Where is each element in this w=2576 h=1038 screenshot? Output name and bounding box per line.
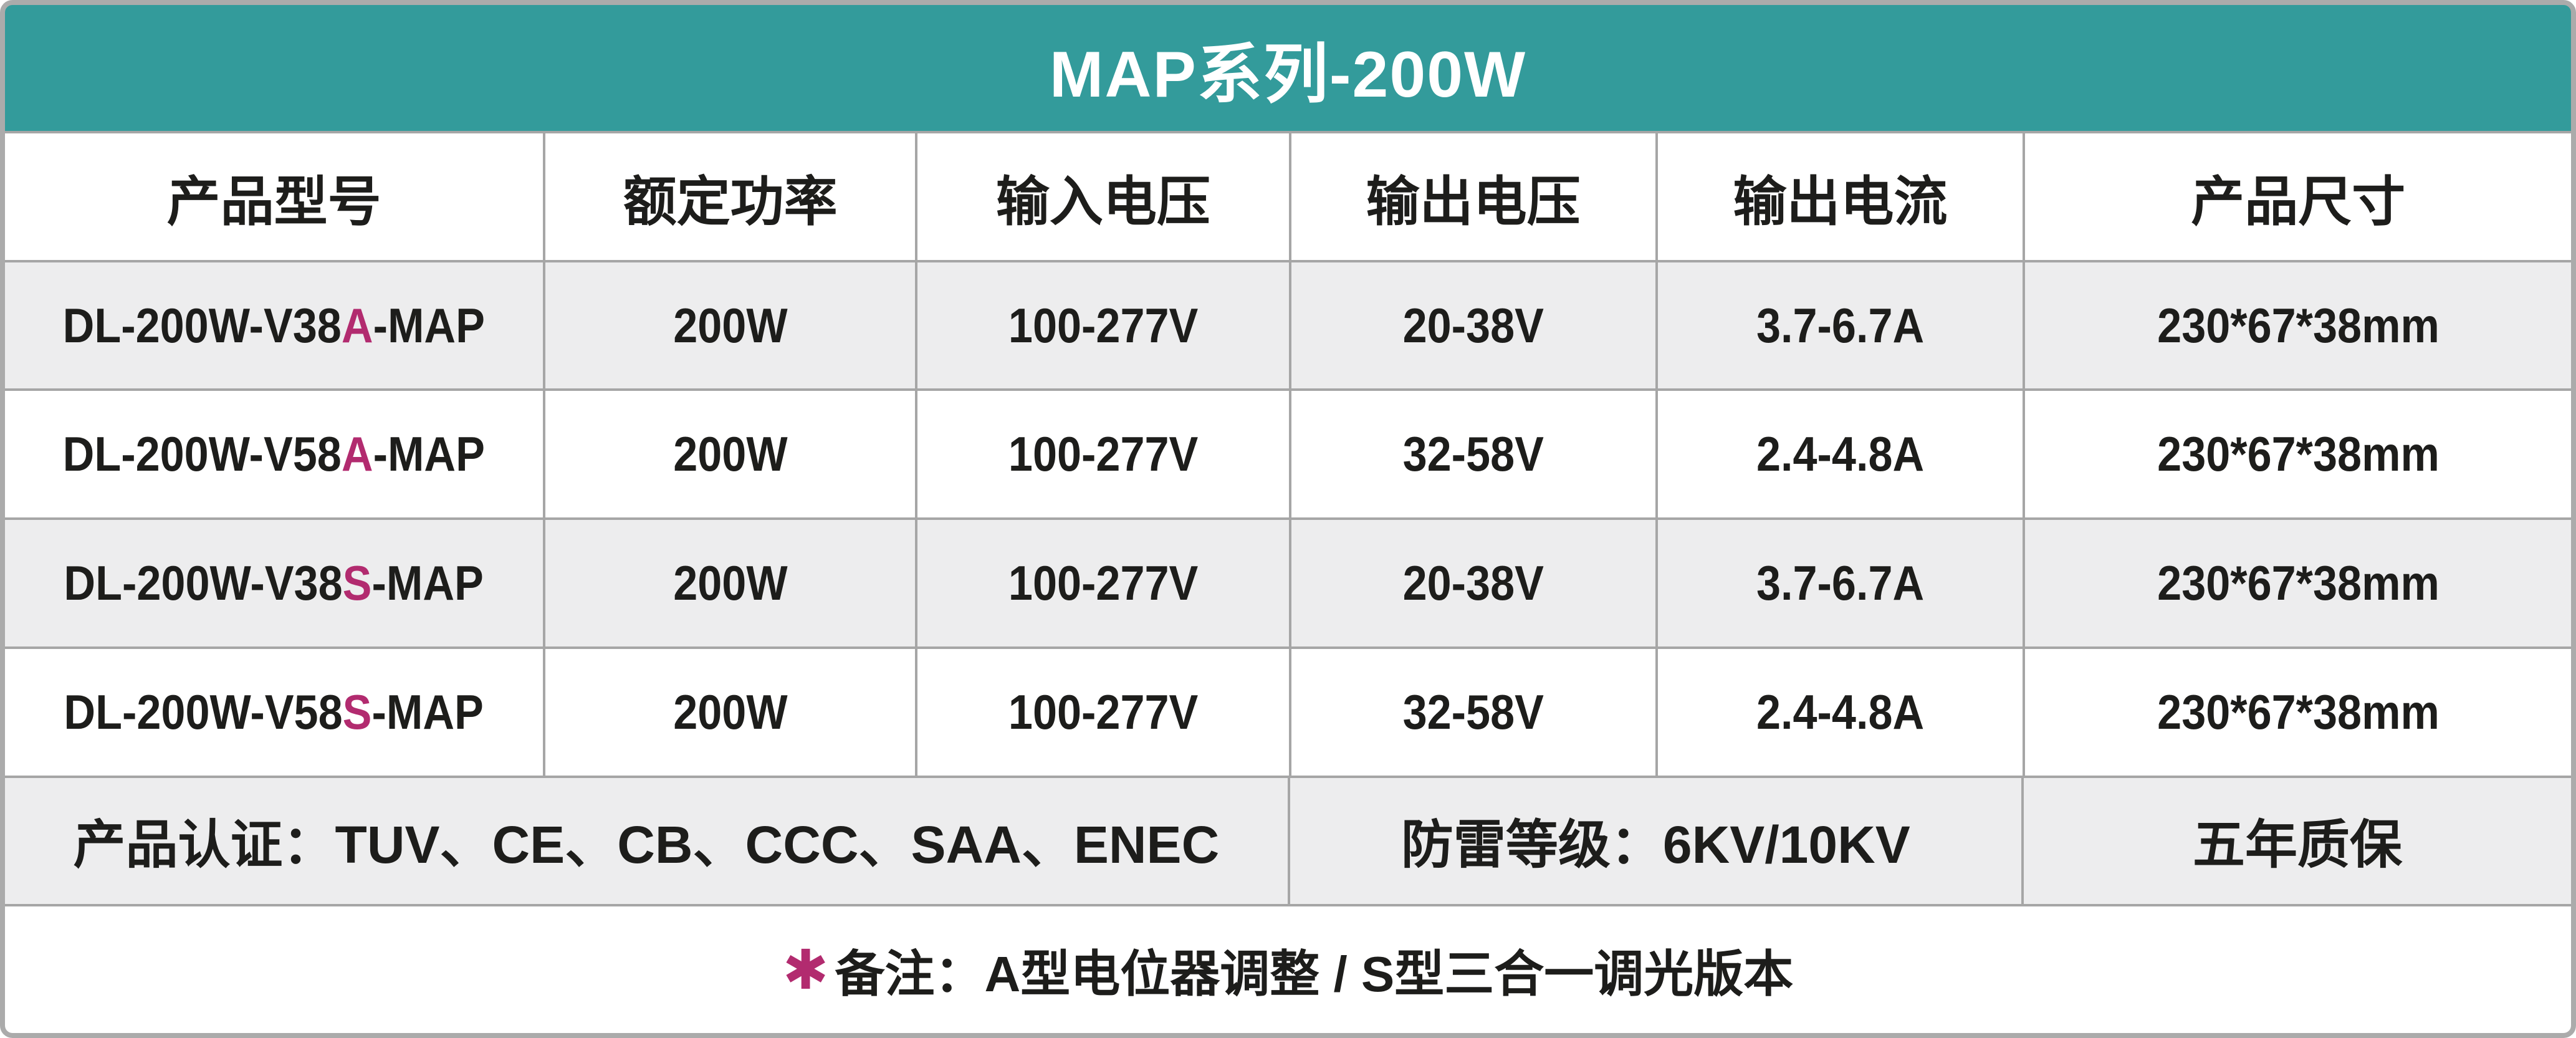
table-row: DL-200W-V58A-MAP 200W 100-277V 32-58V 2.…	[5, 391, 2571, 518]
note-text: 备注：A型电位器调整 / S型三合一调光版本	[835, 946, 1794, 1002]
footer-row: 产品认证：TUV、CE、CB、CCC、SAA、ENEC 防雷等级：6KV/10K…	[5, 777, 2571, 905]
input-voltage-cell: 100-277V	[917, 262, 1289, 389]
rated-power-cell: 200W	[545, 391, 916, 518]
model-cell: DL-200W-V38S-MAP	[5, 520, 543, 646]
warranty-cell: 五年质保	[2023, 777, 2571, 905]
input-voltage-cell: 100-277V	[917, 648, 1289, 776]
model-cell: DL-200W-V58A-MAP	[5, 391, 543, 518]
table-row: DL-200W-V38S-MAP 200W 100-277V 20-38V 3.…	[5, 520, 2571, 646]
output-current-cell: 2.4-4.8A	[1657, 648, 2023, 776]
column-header-input-voltage: 输入电压	[917, 133, 1289, 260]
output-voltage-cell: 32-58V	[1291, 648, 1655, 776]
table-body: 产品型号 额定功率 输入电压 输出电压 输出电流 产品尺寸 DL-200W-V3…	[5, 133, 2571, 1033]
model-number: DL-200W-V58A-MAP	[62, 426, 486, 482]
variant-letter: A	[342, 297, 373, 353]
variant-letter: S	[343, 555, 372, 611]
dimensions-cell: 230*67*38mm	[2025, 520, 2571, 646]
model-number: DL-200W-V38S-MAP	[64, 555, 484, 611]
surge-protection-cell: 防雷等级：6KV/10KV	[1290, 777, 2021, 905]
dimensions-cell: 230*67*38mm	[2025, 391, 2571, 518]
column-header-dimensions: 产品尺寸	[2025, 133, 2571, 260]
rated-power-cell: 200W	[545, 520, 916, 646]
table-header-row: 产品型号 额定功率 输入电压 输出电压 输出电流 产品尺寸	[5, 133, 2571, 260]
model-number: DL-200W-V38A-MAP	[62, 297, 486, 353]
column-header-output-voltage: 输出电压	[1291, 133, 1655, 260]
certification-cell: 产品认证：TUV、CE、CB、CCC、SAA、ENEC	[5, 777, 1288, 905]
input-voltage-cell: 100-277V	[917, 520, 1289, 646]
variant-letter: A	[342, 426, 373, 482]
table-row: DL-200W-V38A-MAP 200W 100-277V 20-38V 3.…	[5, 262, 2571, 389]
variant-letter: S	[343, 684, 372, 739]
input-voltage-cell: 100-277V	[917, 391, 1289, 518]
table-row: DL-200W-V58S-MAP 200W 100-277V 32-58V 2.…	[5, 648, 2571, 776]
output-current-cell: 2.4-4.8A	[1657, 391, 2023, 518]
output-voltage-cell: 32-58V	[1291, 391, 1655, 518]
output-voltage-cell: 20-38V	[1291, 520, 1655, 646]
model-cell: DL-200W-V38A-MAP	[5, 262, 543, 389]
rated-power-cell: 200W	[545, 262, 916, 389]
output-current-cell: 3.7-6.7A	[1657, 520, 2023, 646]
column-header-output-current: 输出电流	[1657, 133, 2023, 260]
model-number: DL-200W-V58S-MAP	[64, 684, 484, 739]
dimensions-cell: 230*67*38mm	[2025, 262, 2571, 389]
column-header-model: 产品型号	[5, 133, 543, 260]
series-title: MAP系列-200W	[1049, 38, 1527, 111]
note-cell: ✱ 备注：A型电位器调整 / S型三合一调光版本	[5, 906, 2571, 1033]
model-cell: DL-200W-V58S-MAP	[5, 648, 543, 776]
rated-power-cell: 200W	[545, 648, 916, 776]
output-current-cell: 3.7-6.7A	[1657, 262, 2023, 389]
output-voltage-cell: 20-38V	[1291, 262, 1655, 389]
dimensions-cell: 230*67*38mm	[2025, 648, 2571, 776]
asterisk-icon: ✱	[782, 938, 829, 1001]
column-header-rated-power: 额定功率	[545, 133, 916, 260]
series-title-banner: MAP系列-200W	[5, 5, 2571, 131]
note-row: ✱ 备注：A型电位器调整 / S型三合一调光版本	[5, 906, 2571, 1033]
